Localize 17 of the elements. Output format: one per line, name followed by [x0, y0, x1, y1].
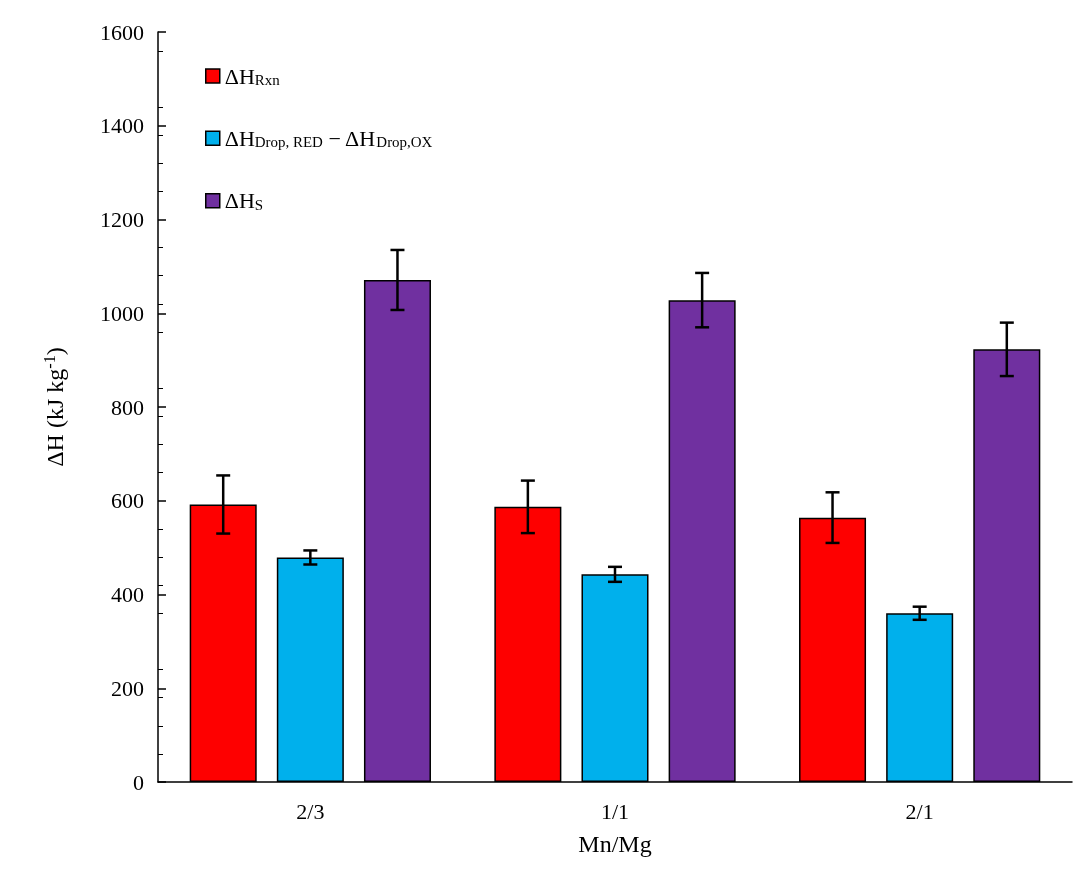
y-tick-label: 0 — [133, 769, 144, 795]
legend-label: ΔHS — [224, 188, 264, 214]
y-tick-label: 800 — [111, 394, 144, 420]
y-tick-label: 1400 — [100, 113, 144, 139]
legend-label: ΔHRxn — [224, 63, 281, 89]
y-tick-label: 400 — [111, 582, 144, 607]
y-tick-label: 1600 — [100, 19, 144, 45]
y-tick-label: 1000 — [100, 300, 144, 326]
legend-label: ΔHDrop, RED − ΔHDrop,OX — [224, 125, 433, 151]
y-tick-label: 200 — [111, 675, 144, 701]
y-tick-label: 600 — [111, 488, 144, 514]
x-tick-label: 2/3 — [296, 798, 325, 824]
y-tick-label: 1200 — [100, 207, 144, 232]
y-axis-title: ΔH (kJ kg-1) — [39, 347, 68, 467]
x-tick-label: 1/1 — [600, 798, 630, 824]
x-tick-label: 2/1 — [905, 798, 934, 824]
x-axis-title: Mn/Mg — [578, 831, 652, 857]
